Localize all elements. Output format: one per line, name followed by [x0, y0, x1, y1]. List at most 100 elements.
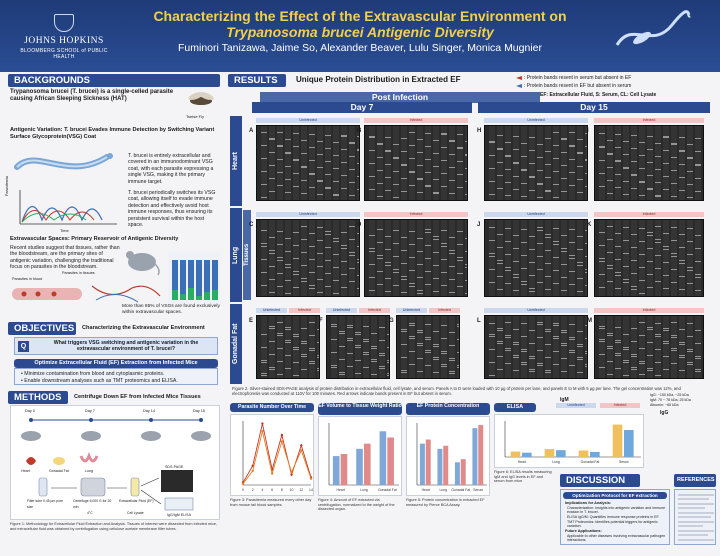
gel-band: [339, 372, 345, 373]
gel-band: [497, 247, 503, 248]
gel-band: [417, 192, 423, 193]
gel-band: [285, 251, 291, 252]
gel-band: [569, 324, 575, 325]
methods-day15: Day 15: [193, 409, 206, 413]
gel-band: [687, 336, 693, 337]
gel-band: [379, 366, 385, 367]
gel-band: [409, 283, 415, 284]
methods-day14: Day 14: [143, 409, 156, 413]
gel-band: [377, 143, 383, 144]
gel-band: [505, 363, 511, 364]
gel-band: [561, 358, 567, 359]
gel-lane: [285, 220, 291, 296]
gel-band: [631, 135, 637, 136]
gel-band: [401, 138, 407, 139]
gel-lane: [333, 220, 339, 296]
gel-band: [671, 143, 677, 144]
gel-band: [623, 194, 629, 195]
gel-band: [401, 164, 407, 165]
gel-band: [569, 352, 575, 353]
gel-band: [537, 170, 543, 171]
gel-band: [441, 351, 447, 352]
gel-band: [277, 374, 283, 375]
gel-band: [417, 152, 423, 153]
gel-band: [529, 369, 535, 370]
gel-band: [537, 363, 543, 364]
gel-band: [687, 364, 693, 365]
gel-band: [545, 263, 551, 264]
gel-band: [663, 288, 669, 289]
gel-band: [433, 140, 439, 141]
gel-band: [529, 176, 535, 177]
gel-band: [671, 256, 677, 257]
gel-band: [371, 333, 377, 334]
gel-band: [347, 338, 353, 339]
gel-band: [639, 348, 645, 349]
disc-l4: Applicable to other diseases involving e…: [567, 534, 666, 543]
gel-lane: [425, 126, 431, 200]
gel-band: [317, 370, 319, 371]
title-line-2: Trypanosoma brucei Antigenic Diversity: [226, 24, 494, 40]
gel-band: [623, 279, 629, 280]
gel-band: [425, 133, 431, 134]
gel-band: [687, 351, 693, 352]
gel-band: [553, 241, 559, 242]
gel-band: [285, 340, 291, 341]
gel-band: [425, 324, 431, 325]
gel-band: [433, 179, 439, 180]
elisa-igg-label: IgG: [660, 410, 669, 416]
gel-band: [425, 284, 431, 285]
gel-band: [687, 228, 693, 229]
group-infected: Infected: [429, 308, 460, 313]
category-label: Serum: [619, 460, 629, 464]
group-uninfected: Uninfected: [326, 308, 357, 313]
gel-band: [607, 193, 613, 194]
gel-band: [387, 362, 389, 363]
gel-band: [465, 181, 467, 182]
gel-band: [695, 164, 701, 165]
gel-band: [585, 325, 587, 326]
gel-lane: [607, 316, 613, 378]
gel-band: [585, 272, 587, 273]
gel-band: [639, 181, 645, 182]
gel-band: [521, 349, 527, 350]
gel-band: [497, 149, 503, 150]
gel-band: [553, 364, 559, 365]
gel-lane: [655, 316, 661, 378]
gel-band: [433, 192, 439, 193]
gel-band: [369, 189, 375, 190]
gel-band: [489, 240, 495, 241]
gel-band: [489, 168, 495, 169]
gel-band: [441, 259, 447, 260]
bar-igg: [522, 452, 532, 457]
gel-band: [607, 239, 613, 240]
gel-band: [417, 290, 423, 291]
bar-infected: [478, 425, 484, 485]
gel-band: [497, 148, 503, 149]
gel-band: [505, 169, 511, 170]
gel-band: [441, 272, 447, 273]
gel-lane: [577, 126, 583, 200]
gel-band: [317, 355, 319, 356]
gel-band: [615, 327, 621, 328]
references-lines: [678, 494, 714, 541]
gel-band: [655, 242, 661, 243]
gel-band: [631, 247, 637, 248]
gel-lane: [349, 126, 355, 200]
gel-band: [623, 167, 629, 168]
data-point: [300, 449, 303, 452]
gel-band: [417, 178, 423, 179]
gel-band: [631, 354, 637, 355]
gel-lane: [505, 126, 511, 200]
elisa-uninfected: Uninfected: [556, 403, 596, 408]
gel-band: [301, 265, 307, 266]
gel-band: [505, 270, 511, 271]
methods-header: METHODS: [8, 391, 68, 404]
gel-band: [409, 325, 415, 326]
gel-lane: [341, 126, 347, 200]
gel-band: [561, 264, 567, 265]
gel-band: [401, 329, 407, 330]
gel-band: [489, 375, 495, 376]
gel-band: [585, 366, 587, 367]
